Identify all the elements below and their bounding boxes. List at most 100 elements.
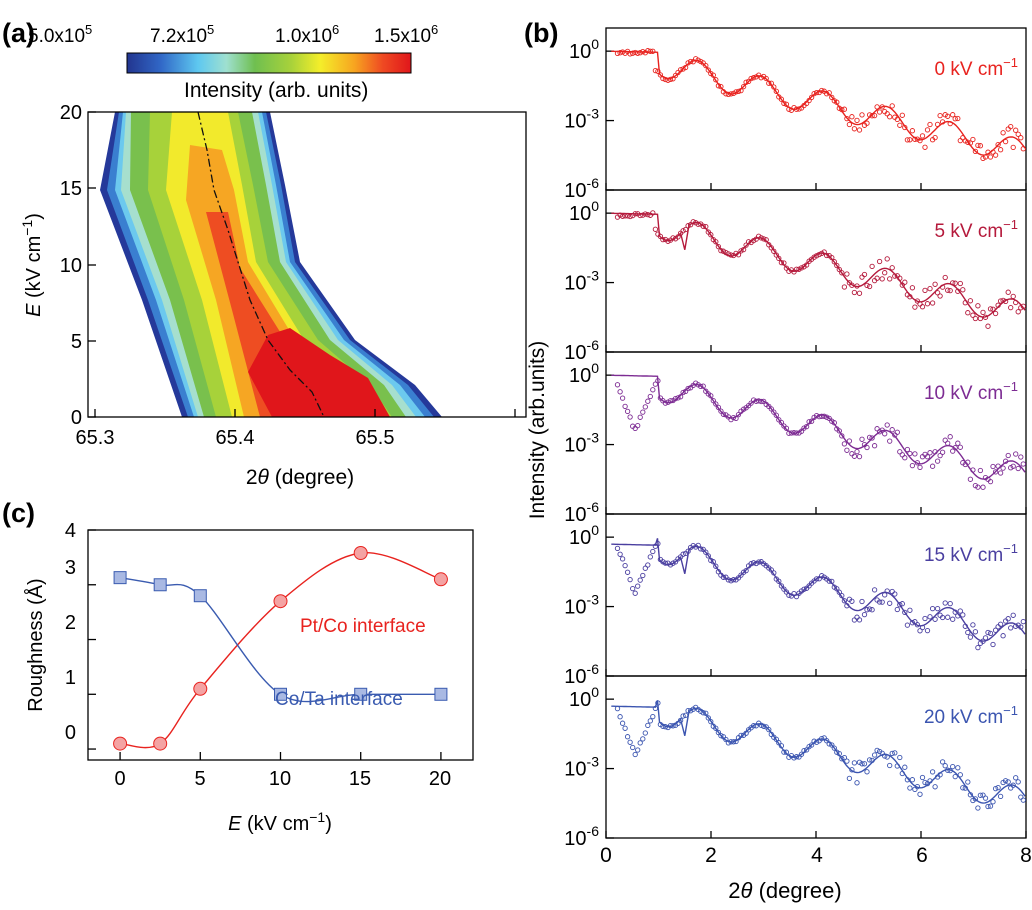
b-data-point: [932, 281, 938, 287]
b-data-point: [975, 303, 981, 309]
annotation-pt-co: Pt/Co interface: [300, 616, 426, 637]
b-ytick-label: 100: [569, 684, 599, 711]
b-data-point: [939, 449, 946, 455]
colorbar-tick-0: 5.0x105: [28, 22, 92, 47]
b-data-point: [902, 764, 908, 770]
b-data-point: [967, 298, 974, 304]
b-data-point: [640, 409, 646, 415]
b-data-point: [680, 228, 686, 234]
colorbar-tick-2: 1.0x106: [275, 22, 339, 47]
b-subplot-frame: [605, 675, 1027, 839]
b-data-point: [715, 243, 722, 250]
b-data-point: [844, 447, 850, 453]
b-ytick-label: 100: [569, 36, 599, 63]
b-data-point: [856, 127, 863, 133]
b-data-point: [1018, 794, 1024, 800]
b-data-point: [995, 141, 1001, 148]
b-data-point: [791, 755, 797, 761]
b-data-point: [650, 210, 656, 216]
panel-c-ytick-labels: 0 1 2 3 4: [65, 520, 76, 744]
b-data-point: [803, 747, 810, 753]
b-data-point: [718, 83, 724, 90]
c-marker-square: [354, 687, 368, 701]
b-data-point: [902, 609, 908, 616]
b-data-point: [637, 414, 643, 420]
b-data-point: [995, 624, 1001, 630]
b-data-point: [826, 578, 832, 584]
b-ytick-label: 10-6: [564, 661, 599, 688]
b-data-point: [879, 599, 885, 605]
b-data-point: [861, 271, 868, 278]
b-data-point: [635, 50, 641, 56]
b-data-point: [619, 720, 626, 726]
annotation-co-ta: Co/Ta interface: [275, 689, 403, 710]
b-data-point: [864, 444, 870, 451]
b-curve-label-4: 20 kV cm−1: [924, 703, 1018, 728]
b-data-point: [1000, 130, 1006, 136]
b-data-point: [740, 246, 747, 253]
b-data-point: [887, 762, 893, 769]
b-data-point: [859, 274, 865, 280]
b-data-point: [909, 620, 916, 626]
b-data-point: [897, 122, 903, 128]
b-subplot-frame: [605, 27, 1027, 191]
b-data-point: [985, 323, 991, 329]
b-data-point: [768, 406, 774, 412]
b-data-point: [904, 137, 911, 143]
b-data-point: [950, 763, 956, 770]
b-data-point: [640, 736, 646, 742]
b-data-point: [866, 757, 873, 763]
c-ytick-1: 1: [65, 667, 76, 689]
b-data-point: [902, 279, 908, 285]
b-data-point: [1005, 452, 1011, 459]
b-data-point: [826, 415, 832, 422]
b-data-point: [1013, 775, 1019, 781]
b-data-point: [846, 121, 853, 128]
panel-c-ticks: [88, 529, 442, 760]
b-data-point: [839, 270, 845, 276]
b-data-point: [846, 775, 853, 782]
b-data-point: [829, 742, 835, 748]
b-data-point: [766, 726, 772, 733]
b-ytick-label: 10-6: [564, 823, 599, 850]
b-data-point: [740, 83, 747, 90]
b-data-point: [977, 143, 984, 149]
b-data-point: [647, 554, 653, 560]
b-data-point: [894, 429, 900, 435]
a-ytick-4: 20: [60, 102, 82, 124]
b-data-point: [650, 548, 656, 555]
b-data-point: [972, 796, 979, 802]
b-data-point: [927, 614, 933, 620]
c-ytick-4: 4: [65, 520, 76, 542]
b-data-point: [783, 101, 790, 107]
b-data-point: [1005, 289, 1011, 295]
b-data-point: [841, 754, 848, 761]
b-data-point: [912, 451, 918, 457]
b-data-point: [854, 780, 860, 786]
b-data-point: [957, 137, 963, 144]
b-data-point: [801, 586, 807, 592]
panel-c-ylabel: Roughness (Å): [24, 578, 47, 711]
c-ytick-2: 2: [65, 612, 76, 634]
b-data-point: [635, 422, 641, 429]
b-data-point: [970, 136, 976, 143]
b-data-point: [773, 88, 779, 94]
b-data-point: [690, 219, 696, 225]
b-data-point: [970, 622, 976, 628]
b-data-point: [738, 572, 744, 578]
b-data-point: [887, 114, 893, 120]
b-data-point: [864, 607, 870, 613]
b-data-point: [884, 256, 890, 262]
b-data-point: [808, 418, 815, 424]
b-data-point: [879, 276, 885, 282]
b-data-point: [955, 440, 961, 446]
b-data-point: [856, 290, 863, 296]
c-marker-circle: [153, 736, 168, 751]
a-xtick-2: 65.5: [356, 427, 395, 449]
b-data-point: [783, 589, 790, 595]
panel-a-xtick-labels: 65.3 65.4 65.5: [76, 427, 395, 449]
panel-c-frame: [87, 529, 474, 761]
b-data-point: [869, 607, 875, 613]
b-data-point: [945, 287, 951, 293]
b-data-point: [771, 409, 777, 415]
